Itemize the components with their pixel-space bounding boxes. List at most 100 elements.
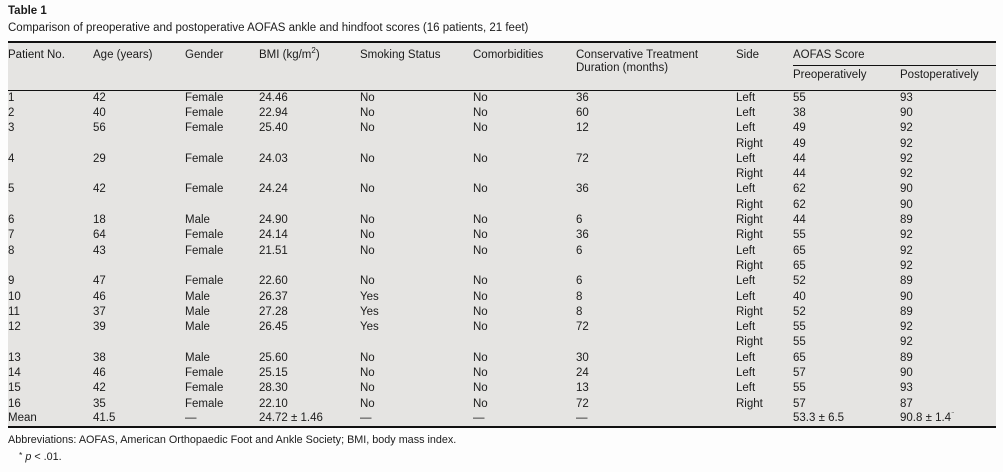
table-cell: 8 [576, 290, 583, 303]
table-cell: 92 [900, 336, 913, 349]
table-cell [93, 335, 185, 350]
table-row: 11 37 Male 27.28 Yes No 8 Right 52 89 [8, 305, 996, 320]
table-cell: 42 [93, 89, 185, 106]
table-cell: 6 [8, 214, 15, 227]
table-cell [8, 259, 93, 274]
table-cell: 56 [93, 122, 106, 135]
table-cell: No [473, 122, 488, 135]
table-cell: 44 [793, 152, 806, 165]
table-cell: 92 [900, 152, 913, 165]
table-row: 15 42 Female 28.30 No No 13 Left 55 93 [8, 381, 996, 396]
table-cell: 38 [93, 351, 106, 364]
table-cell: Female [185, 244, 224, 257]
table-cell: 18 [93, 214, 106, 227]
table-cell: 52 [793, 275, 806, 288]
table-row: 8 43 Female 21.51 No No 6 Left 65 92 [8, 243, 996, 258]
table-cell: 64 [93, 229, 106, 242]
table-cell: 9 [8, 275, 15, 288]
table-cell: 89 [900, 351, 913, 364]
table-cell: No [473, 106, 488, 119]
col-header-side: Side [736, 49, 760, 61]
table-cell: 6 [576, 244, 583, 257]
table-cell: Yes [360, 321, 379, 334]
table-cell: 15 [8, 382, 21, 395]
table-cell: 47 [93, 275, 106, 288]
table-cell [360, 335, 473, 350]
table-cell: 90 [900, 106, 913, 119]
table-row: 5 42 Female 24.24 No No 36 Left 62 90 [8, 182, 996, 197]
table-cell: 60 [576, 106, 589, 119]
table-cell: 5 [8, 183, 15, 196]
table-cell: 62 [793, 198, 806, 211]
table-cell: 36 [576, 229, 589, 242]
table-cell: 22.10 [259, 397, 288, 410]
table-cell: 22.60 [259, 275, 288, 288]
table-cell: 55 [793, 382, 806, 395]
table-row: 16 35 Female 22.10 No No 72 Right 57 87 [8, 396, 996, 411]
table-cell: Female [185, 106, 224, 119]
table-cell: 42 [93, 183, 106, 196]
table-cell: Female [185, 275, 224, 288]
bmi-header-close: ) [315, 49, 320, 61]
table-cell: 14 [8, 366, 21, 379]
table-cell: — [360, 412, 372, 425]
table-cell: 72 [576, 397, 589, 410]
table-cell: 90 [900, 198, 913, 211]
table-cell: Right [736, 397, 763, 410]
table-cell: Male [185, 214, 210, 227]
table-cell: Female [185, 122, 224, 135]
table-cell: No [360, 106, 375, 119]
table-cell: 90 [900, 183, 913, 196]
table-cell: Left [736, 366, 756, 379]
table-cell: 92 [900, 244, 913, 257]
table-cell: Left [736, 106, 756, 119]
table-cell [8, 167, 93, 182]
table-cell: 30 [576, 351, 589, 364]
table-cell: 6 [576, 214, 583, 227]
table-cell [473, 198, 576, 213]
table-cell: Left [736, 183, 756, 196]
table-cell: 92 [900, 259, 913, 272]
table-cell: 24.72 ± 1.46 [259, 412, 323, 425]
col-header-smoking: Smoking Status [360, 49, 441, 61]
col-header-patient-no: Patient No. [8, 49, 65, 61]
table-cell: 26.45 [259, 321, 288, 334]
table-cell [185, 136, 259, 151]
bmi-superscript: 2 [311, 46, 316, 56]
table-cell: 16 [8, 397, 21, 410]
table-cell: 55 [793, 229, 806, 242]
table-cell: 52 [793, 305, 806, 318]
table-cell: No [360, 214, 375, 227]
table-cell [576, 198, 736, 213]
table-cell: 36 [576, 89, 736, 106]
table-cell: Male [185, 351, 210, 364]
table-cell: No [473, 290, 488, 303]
table-cell: Left [736, 122, 756, 135]
table-cell: 11 [8, 305, 20, 318]
table-cell: 65 [793, 244, 806, 257]
table-cell: No [360, 351, 375, 364]
table-cell: Female [185, 397, 224, 410]
table-cell [93, 136, 185, 151]
table-cell: 8 [8, 244, 15, 257]
table-cell [473, 335, 576, 350]
table-cell [93, 259, 185, 274]
table-cell [259, 259, 360, 274]
table-label: Table 1 [8, 5, 47, 17]
table-cell: No [473, 229, 488, 242]
table-cell: 92 [900, 122, 913, 135]
table-cell: Male [185, 290, 210, 303]
table-row: 1 42 Female 24.46 No No 36 Left 55 93 [8, 89, 996, 106]
col-header-gender: Gender [185, 49, 224, 61]
table-row: Right 44 92 [8, 167, 996, 182]
table-cell: Left [736, 89, 793, 106]
p-symbol: p [25, 451, 32, 464]
table-cell: 25.15 [259, 366, 288, 379]
table-cell: 22.94 [259, 106, 288, 119]
table-cell: 62 [793, 183, 806, 196]
table-cell: 12 [576, 122, 589, 135]
table-cell: 10 [8, 290, 21, 303]
table-cell: 89 [900, 305, 913, 318]
col-header-comorbidities: Comorbidities [473, 49, 544, 61]
table-row: 13 38 Male 25.60 No No 30 Left 65 89 [8, 351, 996, 366]
